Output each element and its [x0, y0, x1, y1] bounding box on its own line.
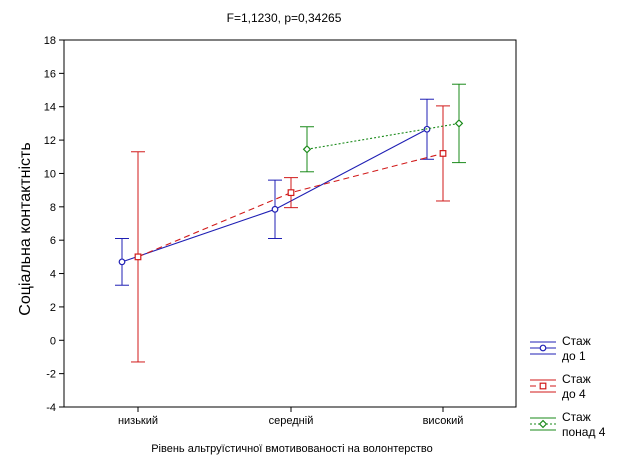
plot-frame — [63, 39, 517, 408]
y-tick-label: 4 — [50, 269, 56, 281]
data-point — [271, 205, 279, 213]
x-axis: низький середній високий — [118, 407, 463, 427]
chart-title: F=1,1230, p=0,34265 — [227, 11, 342, 25]
x-tick-label: низький — [118, 415, 158, 427]
y-tick-label: 14 — [44, 102, 56, 114]
x-axis-label: Рівень альтруїстичної вмотивованості на … — [151, 443, 433, 455]
y-tick-label: 18 — [44, 35, 56, 47]
y-tick-label: 12 — [44, 135, 56, 147]
data-point — [134, 253, 142, 261]
y-axis: -4 -2 0 2 4 6 8 10 12 14 16 18 — [44, 35, 64, 414]
x-tick-label: високий — [423, 415, 464, 427]
y-tick-label: -4 — [46, 402, 56, 414]
legend-label: до 4 — [562, 387, 586, 401]
y-tick-label: -2 — [46, 369, 56, 381]
x-tick-label: середній — [269, 415, 314, 427]
y-tick-label: 8 — [50, 202, 56, 214]
y-tick-label: 16 — [44, 68, 56, 80]
y-tick-label: 2 — [50, 302, 56, 314]
data-point — [454, 119, 464, 128]
legend-label: Стаж — [562, 372, 591, 386]
plot-area: -4 -2 0 2 4 6 8 10 12 14 16 18 низький середній висок… — [44, 35, 517, 427]
series-1 — [115, 98, 434, 286]
legend-label: Стаж — [562, 334, 591, 348]
legend-label: понад 4 — [562, 425, 606, 439]
series-layer — [115, 83, 466, 363]
legend-marker — [539, 344, 547, 352]
series-3 — [300, 83, 466, 173]
legend-marker — [539, 382, 547, 390]
data-point — [287, 189, 295, 197]
y-tick-label: 6 — [50, 235, 56, 247]
legend-marker — [538, 419, 548, 429]
data-point — [118, 258, 126, 266]
series-line — [306, 122, 460, 150]
data-point — [302, 145, 312, 154]
series-2 — [131, 105, 450, 363]
data-point — [439, 150, 447, 157]
y-tick-label: 0 — [50, 335, 56, 347]
legend-label: до 1 — [562, 349, 586, 363]
y-axis-label: Соціальна контактність — [17, 142, 34, 315]
legend-label: Стаж — [562, 410, 591, 424]
y-tick-label: 10 — [44, 168, 56, 180]
